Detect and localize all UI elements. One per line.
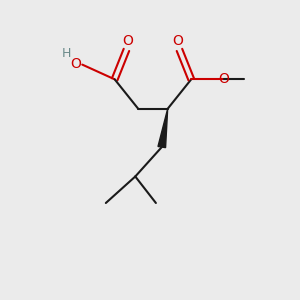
Text: O: O <box>122 34 134 48</box>
Text: O: O <box>172 34 183 48</box>
Polygon shape <box>158 109 168 148</box>
Text: H: H <box>61 47 71 60</box>
Text: O: O <box>70 57 81 71</box>
Text: O: O <box>218 72 229 86</box>
